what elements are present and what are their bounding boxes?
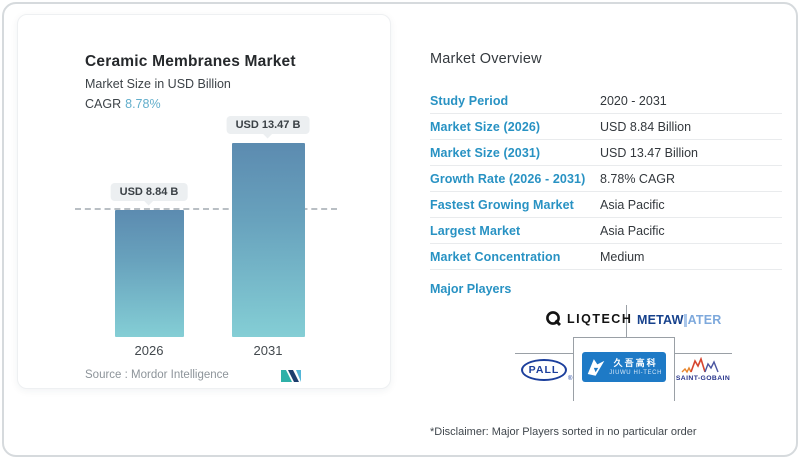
bar-label-2031: USD 13.47 B	[226, 116, 310, 134]
metawater-wordmark-dark: METAW	[637, 313, 684, 327]
players-grid-hline-left	[515, 353, 573, 354]
chart-subtitle: Market Size in USD Billion	[85, 77, 231, 91]
overview-row-label: Fastest Growing Market	[430, 197, 574, 212]
market-chart-card: Ceramic Membranes Market Market Size in …	[17, 14, 391, 389]
cagr-label: CAGR	[85, 97, 122, 111]
chart-title: Ceramic Membranes Market	[85, 53, 296, 70]
liqtech-wordmark: LIQTECH	[567, 311, 633, 326]
overview-row: Market Concentration Medium	[430, 244, 782, 270]
metawater-wordmark-light: ATER	[687, 313, 722, 327]
logo-metawater[interactable]: METAW ATER	[637, 313, 722, 327]
overview-row-value: 8.78% CAGR	[600, 171, 676, 186]
overview-row: Market Size (2026) USD 8.84 Billion	[430, 114, 782, 140]
overview-row-label: Growth Rate (2026 - 2031)	[430, 171, 586, 186]
overview-row-value: Asia Pacific	[600, 223, 665, 238]
overview-row-value: Medium	[600, 249, 645, 264]
major-players-label: Major Players	[430, 282, 512, 296]
overview-row: Fastest Growing Market Asia Pacific	[430, 192, 782, 218]
reference-dashed-line	[75, 208, 337, 210]
overview-table: Study Period 2020 - 2031 Market Size (2026…	[430, 88, 782, 270]
overview-row-label: Market Size (2026)	[430, 119, 541, 134]
jiuwu-emblem-icon	[587, 359, 605, 376]
bar-2031[interactable]	[232, 143, 305, 337]
cagr-value: 8.78%	[125, 97, 161, 111]
players-grid-vline	[626, 305, 627, 337]
bar-label-2026: USD 8.84 B	[110, 183, 188, 201]
overview-row: Study Period 2020 - 2031	[430, 88, 782, 114]
logo-liqtech[interactable]: LIQTECH	[545, 310, 632, 327]
liqtech-q-icon	[546, 311, 561, 326]
overview-row-value: 2020 - 2031	[600, 93, 667, 108]
logo-jiuwu-hitech[interactable]: 久吾高科 JIUWU HI-TECH	[582, 352, 666, 382]
overview-row-label: Largest Market	[430, 223, 521, 238]
bar-2026[interactable]	[115, 210, 184, 337]
overview-row: Largest Market Asia Pacific	[430, 218, 782, 244]
overview-row-value: USD 13.47 Billion	[600, 145, 698, 160]
source-attribution: Source : Mordor Intelligence	[85, 369, 229, 381]
saint-gobain-bridge-icon	[681, 357, 719, 374]
overview-title: Market Overview	[430, 51, 542, 67]
x-tick-2026: 2026	[134, 343, 164, 358]
overview-row-label: Market Size (2031)	[430, 145, 541, 160]
overview-row-value: Asia Pacific	[600, 197, 665, 212]
jiuwu-english-wordmark: JIUWU HI-TECH	[609, 369, 662, 376]
chart-cagr: CAGR 8.78%	[85, 97, 161, 111]
players-grid-hline-right	[675, 353, 732, 354]
metawater-bar-icon	[684, 313, 688, 327]
saint-gobain-wordmark: SAINT-GOBAIN	[675, 375, 731, 382]
logo-pall[interactable]: PALL	[521, 359, 567, 381]
overview-row: Growth Rate (2026 - 2031) 8.78% CAGR	[430, 166, 782, 192]
jiuwu-chinese-wordmark: 久吾高科	[613, 357, 658, 368]
players-grid-center-box	[573, 337, 675, 401]
pall-registered-mark: ®	[568, 376, 573, 382]
overview-row-label: Study Period	[430, 93, 509, 108]
overview-row-value: USD 8.84 Billion	[600, 119, 692, 134]
overview-row-label: Market Concentration	[430, 249, 561, 264]
disclaimer-text: *Disclaimer: Major Players sorted in no …	[430, 426, 697, 438]
x-tick-2031: 2031	[253, 343, 283, 358]
pall-wordmark: PALL	[528, 364, 560, 376]
logo-saint-gobain[interactable]: SAINT-GOBAIN	[676, 357, 730, 382]
overview-row: Market Size (2031) USD 13.47 Billion	[430, 140, 782, 166]
mordor-intelligence-logo-icon	[281, 370, 301, 382]
